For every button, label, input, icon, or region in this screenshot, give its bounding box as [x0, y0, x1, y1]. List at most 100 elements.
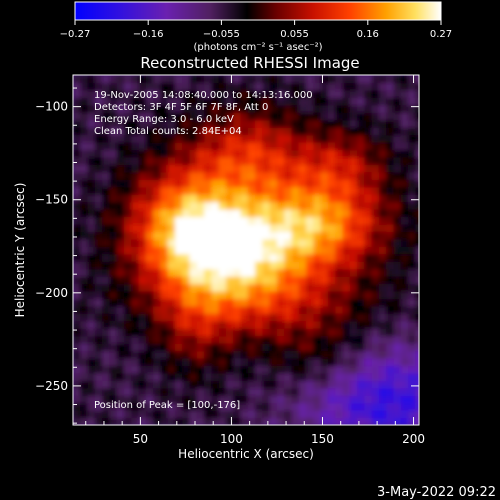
heatmap-cell: [131, 194, 140, 203]
heatmap-cell: [160, 149, 169, 158]
heatmap-cell: [94, 417, 103, 425]
heatmap-cell: [233, 156, 242, 165]
heatmap-cell: [225, 298, 234, 307]
heatmap-cell: [342, 246, 351, 255]
heatmap-cell: [335, 335, 344, 344]
heatmap-cell: [269, 268, 278, 277]
heatmap-cell: [189, 104, 198, 113]
heatmap-cell: [218, 313, 227, 322]
heatmap-cell: [262, 112, 271, 121]
heatmap-cell: [364, 320, 373, 329]
heatmap-cell: [174, 328, 183, 337]
heatmap-cell: [211, 357, 220, 367]
heatmap-cell: [284, 149, 293, 158]
heatmap-cell: [327, 335, 336, 344]
heatmap-cell: [313, 305, 322, 314]
heatmap-cell: [240, 350, 249, 359]
heatmap-cell: [153, 75, 162, 84]
heatmap-cell: [182, 194, 191, 203]
heatmap-cell: [306, 276, 314, 285]
heatmap-cell: [335, 395, 344, 404]
heatmap-cell: [298, 223, 307, 232]
heatmap-cell: [415, 156, 419, 165]
heatmap-cell: [393, 290, 402, 300]
heatmap-cell: [393, 194, 402, 203]
heatmap-cell: [342, 216, 351, 225]
heatmap-cell: [218, 156, 227, 165]
heatmap-cell: [357, 142, 365, 151]
heatmap-cell: [342, 82, 351, 91]
heatmap-cell: [123, 320, 132, 329]
heatmap-cell: [269, 365, 278, 374]
heatmap-cell: [218, 186, 227, 195]
heatmap-cell: [131, 328, 140, 337]
heatmap-cell: [357, 127, 365, 136]
heatmap-cell: [160, 238, 169, 247]
heatmap-cell: [247, 417, 256, 425]
heatmap-cell: [204, 253, 212, 262]
heatmap-cell: [349, 305, 358, 314]
heatmap-cell: [211, 119, 220, 128]
heatmap-cell: [189, 231, 198, 240]
heatmap-cell: [145, 149, 154, 158]
heatmap-cell: [284, 298, 293, 307]
heatmap-cell: [393, 201, 402, 210]
heatmap-cell: [371, 417, 380, 425]
heatmap-cell: [153, 380, 162, 389]
heatmap-cell: [378, 216, 387, 225]
heatmap-cell: [306, 119, 314, 128]
heatmap-cell: [276, 335, 285, 344]
heatmap-cell: [196, 119, 205, 128]
heatmap-cell: [160, 343, 169, 352]
heatmap-cell: [182, 290, 191, 300]
heatmap-cell: [306, 335, 314, 344]
heatmap-cell: [123, 276, 132, 285]
heatmap-cell: [364, 328, 373, 337]
heatmap-cell: [189, 209, 198, 218]
heatmap-cell: [291, 171, 300, 180]
heatmap-cell: [182, 171, 191, 180]
heatmap-cell: [116, 119, 125, 128]
heatmap-cell: [276, 387, 285, 396]
heatmap-cell: [306, 149, 314, 158]
heatmap-cell: [94, 156, 103, 165]
heatmap-cell: [233, 231, 242, 240]
heatmap-cell: [313, 417, 322, 425]
heatmap-cell: [408, 179, 416, 188]
heatmap-cell: [320, 231, 329, 240]
heatmap-cell: [138, 82, 147, 91]
heatmap-cell: [123, 365, 132, 374]
heatmap-cell: [138, 283, 147, 292]
heatmap-cell: [276, 298, 285, 307]
heatmap-cell: [102, 246, 111, 255]
heatmap-cell: [364, 119, 373, 128]
heatmap-cell: [182, 313, 191, 322]
heatmap-cell: [174, 417, 183, 425]
heatmap-cell: [153, 350, 162, 359]
heatmap-cell: [342, 313, 351, 322]
heatmap-cell: [80, 201, 89, 210]
heatmap-cell: [313, 320, 322, 329]
heatmap-cell: [255, 89, 263, 98]
heatmap-cell: [327, 164, 336, 173]
heatmap-cell: [408, 171, 416, 180]
heatmap-cell: [349, 201, 358, 210]
heatmap-cell: [196, 238, 205, 247]
heatmap-cell: [80, 395, 89, 404]
heatmap-cell: [327, 156, 336, 165]
heatmap-cell: [357, 343, 365, 352]
heatmap-cell: [182, 216, 191, 225]
heatmap-cell: [357, 171, 365, 180]
heatmap-cell: [182, 127, 191, 136]
heatmap-cell: [306, 365, 314, 374]
heatmap-cell: [393, 112, 402, 121]
heatmap-cell: [102, 261, 111, 270]
heatmap-cell: [408, 276, 416, 285]
heatmap-cell: [357, 201, 365, 210]
heatmap-cell: [73, 350, 81, 359]
heatmap-cell: [204, 343, 212, 352]
heatmap-cell: [123, 261, 132, 270]
heatmap-cell: [94, 283, 103, 292]
heatmap-cell: [262, 380, 271, 389]
heatmap-cell: [255, 112, 263, 121]
